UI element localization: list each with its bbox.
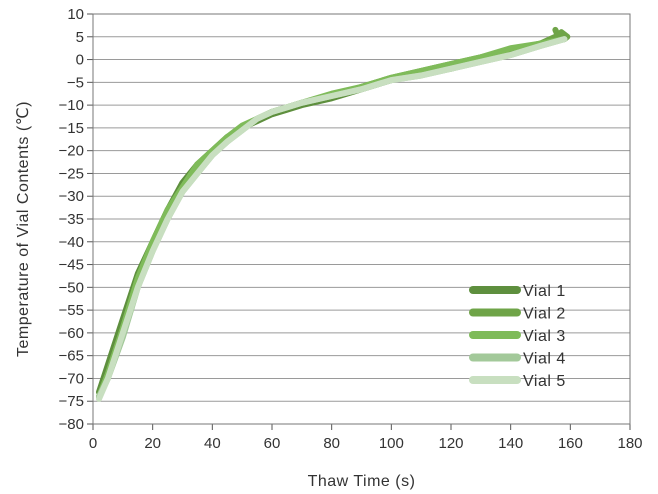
legend: Vial 1 Vial 2 Vial 3 Vial 4 Vial 5	[469, 283, 566, 390]
y-tick-label: −65	[59, 348, 84, 365]
y-tick-label: −50	[59, 279, 84, 296]
x-tick-label: 160	[558, 435, 583, 452]
axis-titles: Thaw Time (s) Temperature of Vial Conten…	[15, 101, 415, 490]
y-tick-label: −30	[59, 188, 84, 205]
y-tick-label: −60	[59, 325, 84, 342]
x-tick-label: 40	[204, 435, 221, 452]
y-tick-label: −35	[59, 211, 84, 228]
legend-label: Vial 2	[523, 306, 566, 323]
series-lines	[96, 26, 571, 402]
x-tick-label: 20	[144, 435, 161, 452]
y-tick-label: −75	[59, 393, 84, 410]
y-tick-label: −5	[67, 74, 84, 91]
y-tick-label: 5	[76, 29, 84, 46]
x-tick-label: 0	[89, 435, 97, 452]
grid-lines	[93, 13, 630, 425]
x-tick-label: 100	[379, 435, 404, 452]
y-tick-label: −80	[59, 416, 84, 433]
y-tick-label: 10	[67, 6, 84, 23]
legend-label: Vial 5	[523, 373, 566, 390]
y-tick-label: −10	[59, 97, 84, 114]
series-line-vial-5	[96, 36, 568, 402]
x-tick-label: 80	[323, 435, 340, 452]
x-tick-label: 120	[438, 435, 463, 452]
y-axis-title: Temperature of Vial Contents (℃)	[15, 101, 32, 357]
x-axis-title: Thaw Time (s)	[308, 473, 416, 490]
y-tick-label: −55	[59, 302, 84, 319]
y-tick-label: −40	[59, 234, 84, 251]
plot-frame	[92, 13, 631, 425]
legend-label: Vial 3	[523, 328, 566, 345]
y-tick-label: −45	[59, 257, 84, 274]
axes: 10 5 0 −5 −10 −15 −20 −25 −30 −35 −40 −45 −50 −55 −60 −…	[59, 6, 643, 452]
y-tick-label: 0	[76, 52, 84, 69]
legend-label: Vial 1	[523, 283, 566, 300]
legend-label: Vial 4	[523, 351, 566, 368]
y-tick-label: −70	[59, 370, 84, 387]
x-tick-label: 140	[498, 435, 523, 452]
y-tick-label: −15	[59, 120, 84, 137]
y-tick-label: −20	[59, 143, 84, 160]
x-tick-label: 60	[264, 435, 281, 452]
x-tick-label: 180	[617, 435, 642, 452]
y-tick-label: −25	[59, 165, 84, 182]
